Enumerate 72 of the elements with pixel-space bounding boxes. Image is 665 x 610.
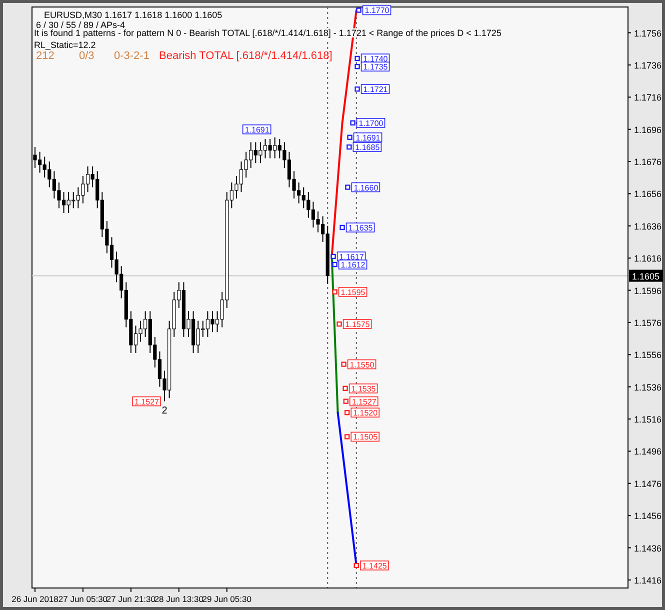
annotation: 1.1691 <box>244 125 270 134</box>
y-tick-label: 1.1476 <box>634 478 662 489</box>
annotation: 1.1635 <box>348 223 374 232</box>
annotation: 1.1527 <box>134 397 160 406</box>
annotation: 1.1527 <box>352 397 377 406</box>
point <box>346 144 352 150</box>
y-tick-label: 1.1676 <box>634 157 662 168</box>
annotation: 1.1691 <box>356 133 381 142</box>
annotation: 1.1740 <box>363 54 388 64</box>
annotation: 1.1595 <box>340 288 366 297</box>
point <box>354 64 360 70</box>
text: 6 / 30 / 55 / 89 / APs-4 <box>36 20 126 30</box>
annotation: 1.1505 <box>353 432 378 442</box>
ref-line-label: 1.1605 <box>632 271 660 282</box>
annotation: 1.1721 <box>363 85 388 94</box>
y-tick-label: 1.1756 <box>634 28 662 38</box>
point <box>356 8 362 13</box>
annotation: RL_Static=12.2 <box>34 40 96 50</box>
point <box>343 398 348 404</box>
point <box>354 56 360 62</box>
annotation: 2 <box>162 405 168 416</box>
point <box>354 562 359 568</box>
annotation: 1.1700 <box>358 118 384 128</box>
annotation: 1.1617 <box>339 252 364 262</box>
point <box>332 262 338 268</box>
point <box>330 254 336 260</box>
y-tick-label: 1.1556 <box>634 350 662 360</box>
x-tick-label: 26 Jun 2018 <box>12 594 59 604</box>
annotation: 0/3 <box>79 50 94 62</box>
point <box>350 120 356 126</box>
y-tick-label: 1.1416 <box>634 575 662 586</box>
x-tick-label: 28 Jun 13:30 <box>154 594 204 604</box>
point <box>344 410 350 416</box>
annotation: 1.1520 <box>353 408 378 418</box>
annotation: 1.1735 <box>363 62 388 72</box>
y-tick-label: 1.1576 <box>634 318 662 328</box>
y-tick-label: 1.1696 <box>634 124 662 135</box>
y-tick-label: 1.1436 <box>634 543 662 554</box>
point <box>341 362 346 367</box>
y-tick-label: 1.1736 <box>634 60 662 70</box>
x-tick-label: 27 Jun 05:30 <box>58 594 108 604</box>
annotation: 1.1660 <box>354 183 379 192</box>
annotation: Bearish TOTAL [.618/*/1.414/1.618] <box>159 50 332 62</box>
y-tick-label: 1.1596 <box>634 286 662 296</box>
chart-title: EURUSD,M30 1.1617 1.1618 1.1600 1.1605 <box>44 10 222 20</box>
point <box>332 289 338 294</box>
y-tick-label: 1.1616 <box>634 254 662 264</box>
y-tick-label: 1.1456 <box>634 511 662 522</box>
annotation: 1.1685 <box>355 143 380 152</box>
x-tick-label: 27 Jun 21:30 <box>106 594 156 604</box>
x-tick-label: 29 Jun 05:30 <box>202 594 252 604</box>
annotation: 1.1612 <box>340 260 366 270</box>
annotation: 1.1425 <box>362 561 388 570</box>
point <box>336 321 342 327</box>
annotation: 1.1535 <box>351 384 376 394</box>
annotation: 1.1770 <box>364 6 390 16</box>
point <box>347 134 352 140</box>
y-tick-label: 1.1536 <box>634 382 662 392</box>
point <box>345 184 350 190</box>
y-tick-label: 1.1496 <box>634 446 662 457</box>
y-tick-label: 1.1636 <box>634 221 662 232</box>
point <box>340 224 345 230</box>
annotation: 1.1575 <box>345 320 370 330</box>
point <box>354 86 360 92</box>
point <box>342 386 348 392</box>
y-tick-label: 1.1656 <box>634 189 662 200</box>
annotation: 212 <box>36 50 54 62</box>
annotation: 1.1550 <box>350 360 375 370</box>
y-tick-label: 1.1716 <box>634 92 662 103</box>
y-tick-label: 1.1516 <box>634 414 662 425</box>
annotation: 0-3-2-1 <box>114 50 150 62</box>
point <box>344 434 350 440</box>
